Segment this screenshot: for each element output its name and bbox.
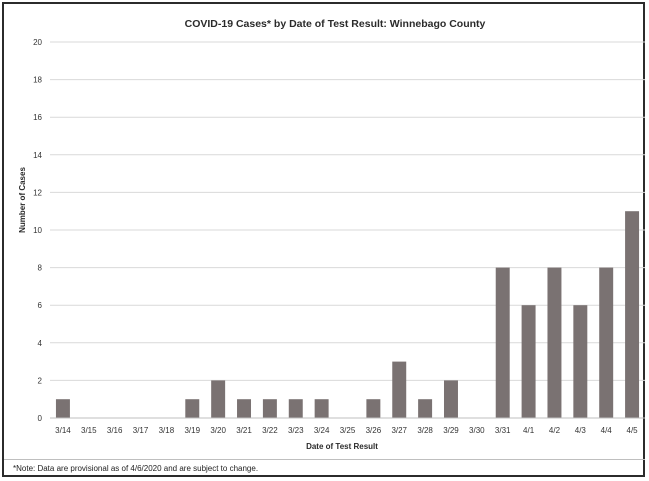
bar-3-21 — [237, 399, 252, 418]
bar-3-14 — [55, 399, 70, 418]
x-tick-label: 3/22 — [262, 426, 278, 435]
y-tick-label: 2 — [38, 376, 43, 385]
x-tick-label: 4/1 — [523, 426, 535, 435]
bar-3-23 — [288, 399, 303, 418]
x-tick-label: 3/27 — [391, 426, 407, 435]
bar-3-19 — [185, 399, 200, 418]
bar-3-31 — [495, 267, 510, 418]
bar-3-28 — [418, 399, 433, 418]
y-tick-label: 8 — [38, 264, 43, 273]
y-axis-ticks: 0 2 4 6 8 10 12 14 16 18 20 — [33, 38, 42, 423]
x-tick-label: 3/20 — [210, 426, 226, 435]
footnote: *Note: Data are provisional as of 4/6/20… — [13, 464, 259, 473]
bar-4-2 — [547, 267, 562, 418]
y-axis-label: Number of Cases — [18, 167, 27, 233]
x-tick-label: 3/18 — [159, 426, 175, 435]
y-tick-label: 20 — [33, 38, 42, 47]
x-tick-label: 4/2 — [549, 426, 561, 435]
x-tick-label: 3/31 — [495, 426, 511, 435]
bar-3-29 — [443, 380, 458, 418]
y-tick-label: 16 — [33, 113, 42, 122]
bar-3-20 — [211, 380, 226, 418]
x-tick-label: 4/4 — [601, 426, 613, 435]
x-tick-label: 3/29 — [443, 426, 459, 435]
x-tick-label: 3/16 — [107, 426, 123, 435]
y-tick-label: 6 — [38, 301, 43, 310]
x-tick-label: 3/23 — [288, 426, 304, 435]
x-tick-label: 3/24 — [314, 426, 330, 435]
x-tick-label: 3/30 — [469, 426, 485, 435]
x-tick-label: 3/14 — [55, 426, 71, 435]
y-tick-label: 10 — [33, 226, 42, 235]
y-tick-label: 0 — [38, 414, 43, 423]
y-tick-label: 12 — [33, 188, 42, 197]
footnote-divider — [4, 459, 645, 460]
chart: COVID-19 Cases* by Date of Test Result: … — [18, 18, 645, 451]
bar-3-22 — [262, 399, 277, 418]
bar-3-27 — [392, 361, 407, 418]
x-tick-label: 3/21 — [236, 426, 252, 435]
bar-4-5 — [625, 211, 640, 418]
y-tick-label: 14 — [33, 151, 42, 160]
x-tick-label: 3/25 — [340, 426, 356, 435]
gridlines — [50, 41, 645, 381]
x-tick-label: 3/17 — [133, 426, 149, 435]
bars — [55, 211, 640, 418]
y-tick-label: 4 — [38, 339, 43, 348]
x-tick-label: 3/28 — [417, 426, 433, 435]
x-axis-ticks: 3/14 3/15 3/16 3/17 3/18 3/19 3/20 3/21 3/22 3/23… — [55, 426, 638, 435]
bar-4-1 — [521, 305, 536, 418]
bar-4-3 — [573, 305, 588, 418]
bar-4-4 — [599, 267, 614, 418]
y-tick-label: 18 — [33, 76, 42, 85]
chart-title: COVID-19 Cases* by Date of Test Result: … — [185, 18, 486, 30]
x-tick-label: 4/3 — [575, 426, 587, 435]
bar-3-24 — [314, 399, 329, 418]
chart-frame — [2, 2, 645, 477]
x-tick-label: 4/5 — [627, 426, 639, 435]
x-tick-label: 3/19 — [184, 426, 200, 435]
bar-3-26 — [366, 399, 381, 418]
x-tick-label: 3/26 — [366, 426, 382, 435]
x-tick-label: 3/15 — [81, 426, 97, 435]
x-axis-label: Date of Test Result — [306, 442, 378, 451]
